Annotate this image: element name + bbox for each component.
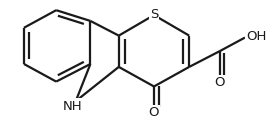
Text: S: S — [150, 8, 158, 21]
Text: OH: OH — [246, 30, 266, 43]
Text: O: O — [149, 106, 159, 119]
Text: NH: NH — [63, 100, 83, 113]
Text: O: O — [214, 76, 225, 89]
